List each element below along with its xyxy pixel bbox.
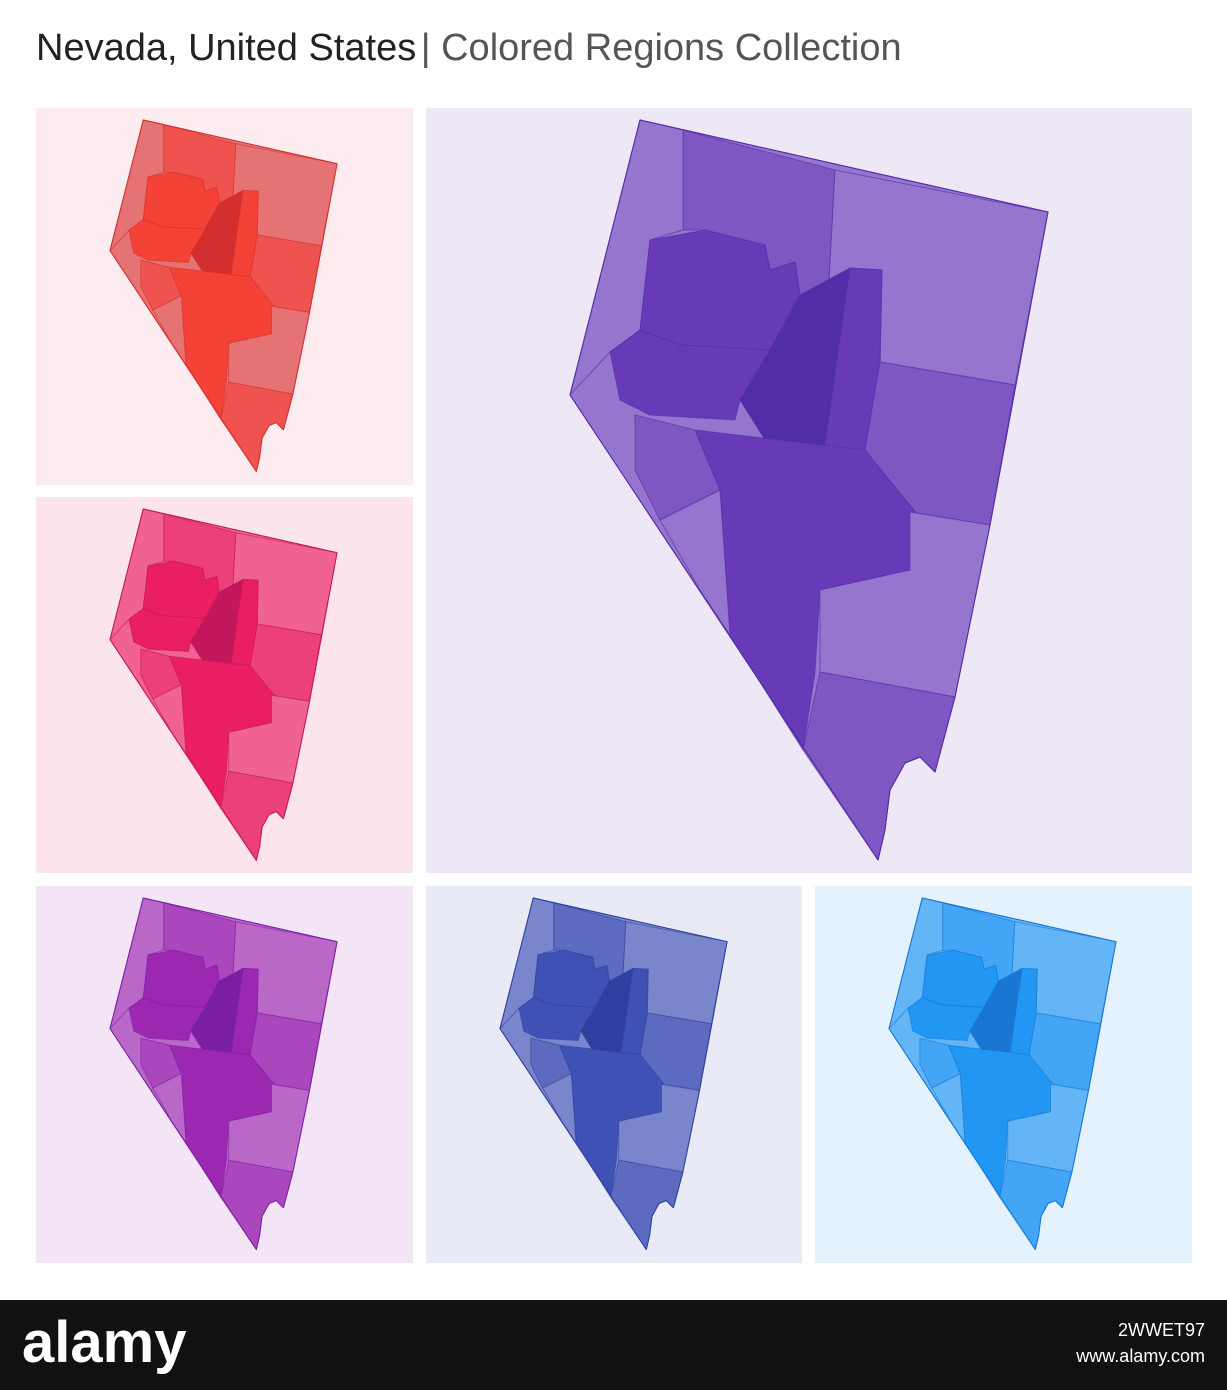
state-border [569, 119, 1049, 861]
county-region [907, 997, 985, 1041]
map-panel [36, 108, 413, 485]
map-panel [426, 108, 1192, 873]
county-region [128, 608, 206, 652]
nevada-map [499, 897, 728, 1250]
map-panel [815, 886, 1192, 1263]
state-border [109, 119, 338, 472]
state-border [109, 897, 338, 1250]
footer-brand: alamy [22, 1310, 186, 1375]
state-border [499, 897, 728, 1250]
map-panel [426, 886, 802, 1263]
county-region [128, 997, 206, 1041]
title: Nevada, United States | Colored Regions … [36, 27, 902, 69]
nevada-map [109, 119, 338, 472]
state-border [109, 508, 338, 861]
footer-url: www.alamy.com [1075, 1346, 1205, 1366]
footer-bar [0, 1300, 1227, 1390]
subtitle-text: | Colored Regions Collection [421, 27, 902, 69]
map-panels [36, 108, 1192, 1263]
state-border [888, 897, 1117, 1250]
county-region [518, 997, 596, 1041]
county-region [128, 219, 206, 263]
map-panel [36, 497, 413, 873]
title-text: Nevada, United States [36, 27, 416, 69]
map-panel [36, 886, 413, 1263]
footer-image-id: 2WWET97 [1118, 1320, 1205, 1340]
county-region [659, 489, 731, 636]
nevada-map [888, 897, 1117, 1250]
nevada-map [109, 897, 338, 1250]
county-region [609, 329, 771, 421]
nevada-map [109, 508, 338, 861]
nevada-map [569, 119, 1049, 861]
